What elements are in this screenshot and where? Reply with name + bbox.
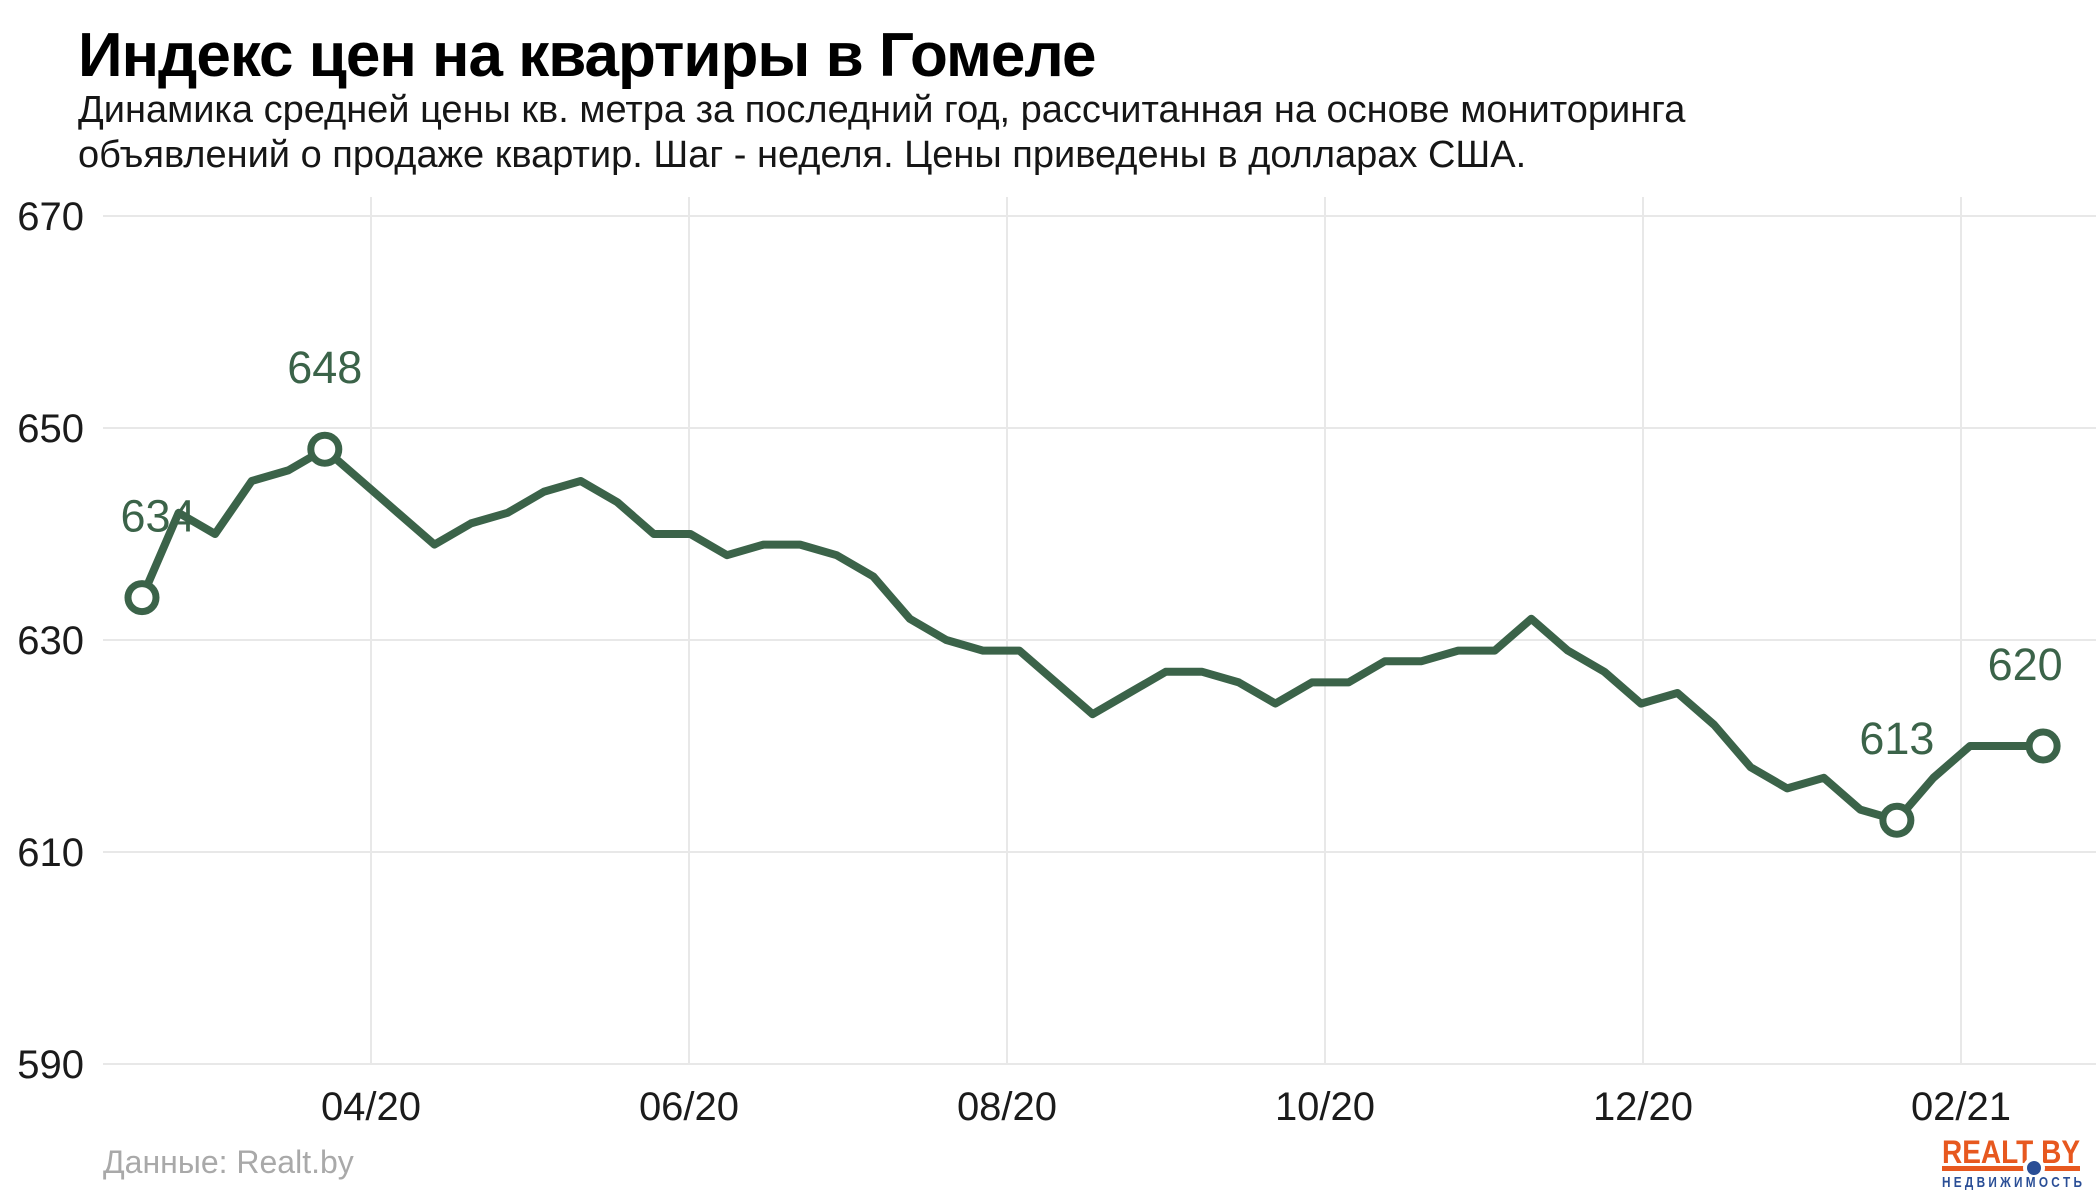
data-source-note: Данные: Realt.by	[103, 1144, 354, 1180]
subtitle-line-2: объявлений о продаже квартир. Шаг - неде…	[78, 134, 1527, 176]
y-tick-label: 590	[17, 1043, 84, 1087]
logo-underline	[1942, 1166, 2080, 1171]
x-tick-label: 10/20	[1275, 1085, 1375, 1129]
price-line	[138, 445, 2048, 825]
data-point-marker	[1879, 802, 1915, 838]
logo-dot-icon	[2027, 1161, 2041, 1175]
page-title: Индекс цен на квартиры в Гомеле	[78, 21, 1096, 90]
logo-brand-text: REALT BY	[1942, 1134, 2080, 1170]
x-tick-label: 06/20	[639, 1085, 739, 1129]
data-point-marker	[307, 431, 343, 467]
data-point-marker	[124, 580, 160, 616]
x-tick-label: 08/20	[957, 1085, 1057, 1129]
data-point-label: 648	[287, 342, 362, 393]
y-tick-label: 650	[17, 407, 84, 451]
chart-subtitle: Динамика средней цены кв. метра за после…	[78, 88, 1685, 178]
y-tick-label: 610	[17, 831, 84, 875]
logo-tagline-text: Н Е Д В И Ж И М О С Т Ь	[1942, 1174, 2082, 1191]
realt-by-logo: REALT BY Н Е Д В И Ж И М О С Т Ь	[1942, 1134, 2082, 1191]
x-tick-label: 12/20	[1593, 1085, 1693, 1129]
y-tick-label: 670	[17, 195, 84, 239]
data-point-marker	[2025, 728, 2061, 764]
data-point-label: 620	[1988, 639, 2063, 690]
data-point-label: 634	[120, 491, 195, 542]
subtitle-line-1: Динамика средней цены кв. метра за после…	[78, 89, 1686, 131]
data-point-label: 613	[1859, 713, 1934, 764]
x-tick-label: 02/21	[1911, 1085, 2011, 1129]
y-tick-label: 630	[17, 619, 84, 663]
x-tick-label: 04/20	[321, 1085, 421, 1129]
